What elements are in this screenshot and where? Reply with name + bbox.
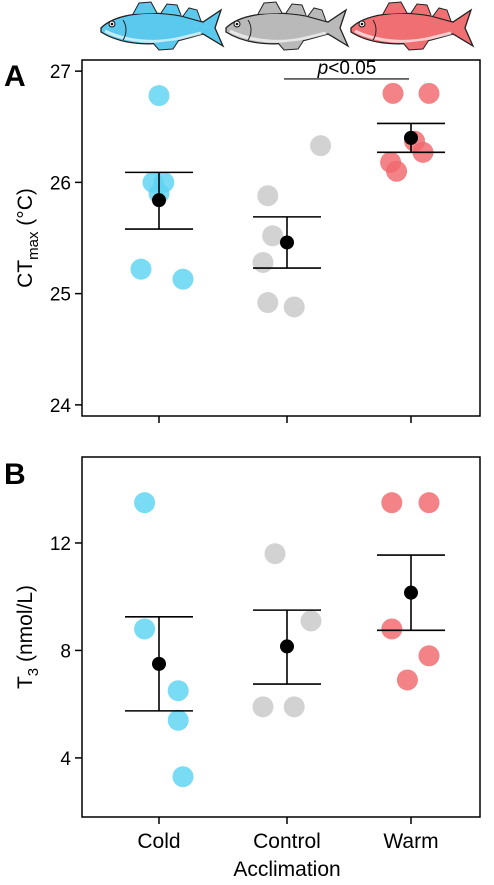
data-point-control	[257, 292, 279, 314]
cold-fish-icon	[100, 1, 225, 51]
data-point-cold	[167, 680, 189, 702]
data-point-warm	[396, 669, 418, 691]
control-fish-icon	[225, 1, 350, 51]
fish-fin	[182, 7, 202, 22]
x-category-label-warm: Warm	[383, 830, 438, 853]
panel-a-x-ticks	[158, 416, 412, 423]
mean-point-control	[280, 639, 294, 654]
fish-gill	[372, 19, 377, 41]
fish-fin	[132, 1, 158, 15]
fish-belly	[104, 29, 202, 43]
fish-fin	[285, 3, 307, 16]
fish-body	[225, 8, 350, 48]
panel-b-ylabel-sub: 3	[25, 668, 42, 676]
mean-point-warm	[404, 585, 418, 600]
y-tick-label: 24	[50, 396, 72, 417]
data-point-warm	[418, 82, 440, 104]
mean-point-control	[280, 235, 294, 250]
fish-fin	[307, 7, 327, 22]
fish-fin	[257, 1, 283, 15]
panel-a-ylabel: CTmax (°C)	[14, 188, 42, 288]
fish-fin	[277, 39, 305, 51]
x-axis-title: Acclimation	[233, 858, 340, 881]
panel-a-y-ticks: 24 25 26 27	[50, 62, 82, 417]
data-point-warm	[381, 492, 403, 514]
fish-pupil	[235, 22, 239, 26]
data-point-control	[257, 185, 279, 207]
data-point-control	[252, 251, 274, 273]
data-point-warm	[381, 618, 403, 640]
panel-a: A CTmax (°C) 24 25 26 27 p<0.05	[4, 58, 481, 423]
panel-a-ylabel-unit: (°C)	[14, 188, 37, 231]
mean-point-cold	[152, 656, 166, 671]
panel-a-points	[130, 82, 440, 318]
significance-p: p	[317, 58, 329, 79]
data-point-cold	[167, 709, 189, 731]
x-category-label-control: Control	[253, 830, 321, 853]
y-tick-label: 12	[50, 534, 71, 555]
data-point-control	[252, 696, 274, 718]
y-tick-label: 26	[50, 173, 71, 194]
fish-pupil	[110, 22, 114, 26]
y-tick-label: 25	[50, 285, 71, 306]
fish-fin	[410, 3, 432, 16]
data-point-control	[262, 225, 284, 247]
fish-gill	[122, 19, 127, 41]
x-axis-category-labels: Cold Control Warm	[137, 830, 438, 853]
data-point-cold	[172, 766, 194, 788]
panel-b-x-ticks	[158, 817, 412, 824]
fish-fin	[160, 3, 182, 16]
panel-b-y-ticks: 4 8 12	[50, 534, 82, 770]
panel-b-ylabel-unit: (nmol/L)	[14, 585, 37, 668]
fish-body	[100, 8, 225, 48]
data-point-cold	[172, 268, 194, 290]
panel-a-ylabel-sub: max	[25, 231, 42, 260]
mean-point-cold	[152, 193, 166, 208]
fish-belly	[354, 29, 452, 43]
fish-pupil	[360, 22, 364, 26]
panel-b: B T3 (nmol/L) 4 8 12	[4, 456, 481, 824]
panel-b-ylabel: T3 (nmol/L)	[14, 585, 42, 689]
y-tick-label: 8	[60, 641, 71, 662]
data-point-warm	[418, 645, 440, 667]
fish-fin	[402, 39, 430, 51]
data-point-control	[264, 543, 286, 565]
data-point-warm	[382, 82, 404, 104]
panel-a-frame	[81, 59, 481, 417]
panel-a-significance: p<0.05	[284, 58, 409, 80]
panel-a-error-bars	[125, 122, 445, 269]
data-point-warm	[386, 160, 408, 182]
panel-a-ylabel-main: CT	[14, 260, 37, 288]
panel-a-letter: A	[4, 60, 26, 93]
y-tick-label: 4	[60, 749, 71, 770]
significance-value: <0.05	[328, 58, 376, 79]
fish-fin	[382, 1, 408, 15]
fish-icons	[100, 1, 475, 51]
fish-fin	[152, 39, 180, 51]
panel-b-error-bars	[125, 554, 445, 712]
data-point-warm	[418, 492, 440, 514]
fish-gill	[247, 19, 252, 41]
panel-b-ylabel-main: T	[14, 676, 37, 689]
data-point-cold	[134, 492, 156, 514]
panel-b-frame	[81, 456, 481, 818]
fish-fin	[432, 7, 452, 22]
data-point-control	[283, 696, 305, 718]
x-category-label-cold: Cold	[137, 830, 180, 853]
data-point-cold	[134, 618, 156, 640]
data-point-cold	[148, 85, 170, 107]
data-point-cold	[130, 258, 152, 280]
y-tick-label: 27	[50, 62, 71, 83]
fish-belly	[229, 29, 327, 43]
significance-label: p<0.05	[317, 58, 377, 79]
warm-fish-icon	[350, 1, 475, 51]
data-point-control	[283, 296, 305, 318]
mean-point-warm	[404, 130, 418, 145]
panel-b-letter: B	[4, 458, 26, 491]
data-point-control	[300, 610, 322, 632]
panel-b-points	[134, 492, 440, 788]
fish-body	[350, 8, 475, 48]
data-point-control	[310, 135, 332, 157]
